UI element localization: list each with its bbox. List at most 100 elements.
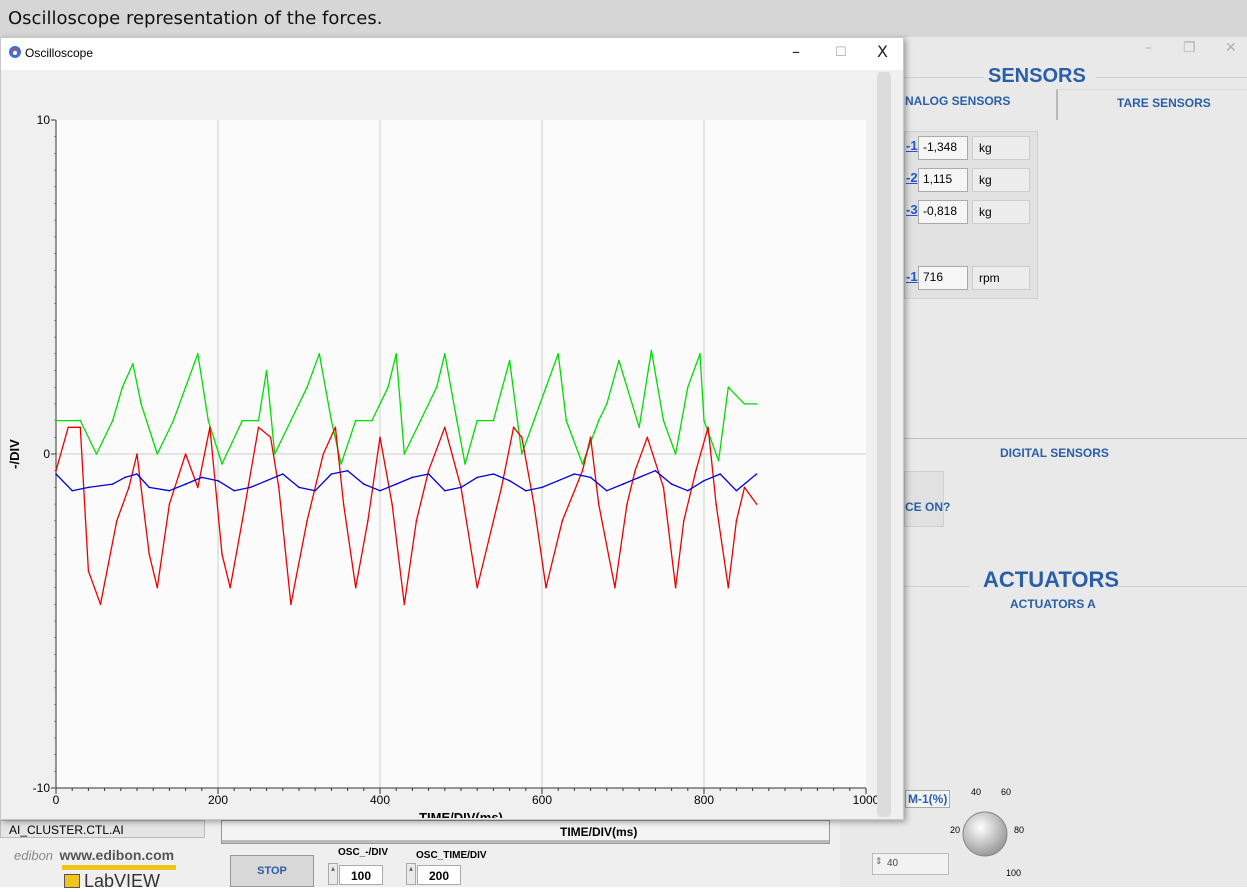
series-3-point xyxy=(148,486,150,489)
series-1-point xyxy=(371,419,373,422)
series-2-point xyxy=(646,436,649,439)
reading-1-value: -1,348 xyxy=(918,136,968,160)
series-1-point xyxy=(699,353,701,355)
bg-minimize-button[interactable]: – xyxy=(1145,40,1152,56)
sensors-divider-right xyxy=(1096,77,1247,78)
knob-body[interactable] xyxy=(962,811,1008,857)
series-1-point xyxy=(687,386,689,389)
series-3-point xyxy=(755,473,758,475)
digital-section-divider xyxy=(904,438,1247,439)
knob-value: 40 xyxy=(887,858,899,869)
reading-3-value: -0,818 xyxy=(918,200,968,224)
series-3-point xyxy=(298,486,300,489)
series-1-point xyxy=(533,419,535,422)
plot-grid xyxy=(56,120,866,788)
vertical-scrollbar[interactable] xyxy=(877,72,891,817)
series-3-point xyxy=(444,489,446,492)
series-3-point xyxy=(111,483,114,485)
sensors-divider-left xyxy=(904,77,984,78)
series-3-point xyxy=(703,479,705,482)
edibon-url[interactable]: www.edibon.com xyxy=(59,847,175,863)
oscilloscope-titlebar[interactable]: Oscilloscope – ☐ X xyxy=(1,38,903,70)
knob-tick-60: 60 xyxy=(1001,787,1011,797)
series-2-point xyxy=(156,586,159,589)
series-3-point xyxy=(136,473,138,475)
series-3-point xyxy=(476,476,479,479)
minimize-button[interactable]: – xyxy=(792,42,800,61)
series-2-point xyxy=(427,469,430,472)
series-2-point xyxy=(278,486,280,489)
series-3-point xyxy=(314,489,317,492)
tab-tare-sensors-box[interactable] xyxy=(1056,89,1247,120)
series-1-point xyxy=(265,369,268,372)
knob-tick-80: 80 xyxy=(1014,825,1024,835)
series-1-point xyxy=(464,463,466,465)
oscilloscope-window: Oscilloscope – ☐ X 0 200 400 600 800 1000 10 0-… xyxy=(0,37,904,820)
series-1-point xyxy=(79,419,82,422)
stop-button[interactable]: STOP xyxy=(230,855,314,887)
knob-value-control[interactable]: ⇕ 40 xyxy=(872,853,949,875)
knob-tick-100: 100 xyxy=(1006,868,1021,878)
reading-3-index: -3 xyxy=(906,202,918,217)
osc-time-spinner[interactable]: ▴ xyxy=(406,863,416,885)
series-2-point xyxy=(735,520,738,522)
series-1-point xyxy=(273,453,276,455)
series-1-point xyxy=(557,353,559,355)
series-3-point xyxy=(55,473,57,475)
series-2-point xyxy=(342,503,345,505)
series-2-point xyxy=(136,453,138,455)
actuators-divider-left xyxy=(904,586,969,587)
tab-analog-sensors[interactable]: NALOG SENSORS xyxy=(905,94,1011,108)
series-3-point xyxy=(573,473,576,475)
osc-time-input[interactable]: 200 xyxy=(417,865,461,885)
reading-4-value: 716 xyxy=(918,266,968,290)
series-2-point xyxy=(269,436,272,439)
series-1-point xyxy=(476,419,479,422)
series-2-point xyxy=(197,486,199,489)
bg-close-button[interactable]: ✕ xyxy=(1225,40,1237,56)
series-3-point xyxy=(265,479,268,482)
series-1-point xyxy=(662,419,665,422)
series-1-point xyxy=(727,386,730,389)
x-tick-label: 600 xyxy=(532,793,552,807)
series-3-point xyxy=(395,483,398,485)
pump-knob[interactable]: 0 20 40 60 80 100 xyxy=(940,777,1030,887)
series-2-point xyxy=(597,503,600,505)
x-tick-label: 1000 xyxy=(853,793,877,807)
series-2-point xyxy=(533,503,535,505)
tab-tare-sensors[interactable]: TARE SENSORS xyxy=(1117,96,1211,110)
series-1-point xyxy=(717,459,720,462)
series-2-point xyxy=(589,436,592,439)
series-2-point xyxy=(116,520,118,522)
series-1-point xyxy=(403,453,406,455)
series-1-point xyxy=(354,419,357,422)
series-1-point xyxy=(618,359,620,362)
time-div-bar-label: TIME/DIV(ms) xyxy=(560,825,638,839)
plot-series xyxy=(55,349,758,606)
bg-maximize-button[interactable]: ❐ xyxy=(1183,40,1196,56)
series-2-point xyxy=(403,603,406,606)
osc-div-spinner[interactable]: ▴ xyxy=(328,863,338,885)
series-2-point xyxy=(755,503,758,505)
close-button[interactable]: X xyxy=(877,42,888,61)
knob-spinner-icon[interactable]: ⇕ xyxy=(875,856,883,866)
series-3-point xyxy=(379,489,381,492)
edibon-logo: edibon www.edibon.com xyxy=(14,847,174,865)
series-2-point xyxy=(415,520,418,522)
series-2-point xyxy=(561,520,564,522)
series-1-point xyxy=(306,386,308,389)
osc-div-input[interactable]: 100 xyxy=(339,865,383,885)
series-1-point xyxy=(444,353,446,355)
series-1-point xyxy=(581,463,584,465)
maximize-button[interactable]: ☐ xyxy=(835,45,847,60)
series-3-point xyxy=(217,479,219,482)
sensors-title: SENSORS xyxy=(988,65,1086,87)
series-3-point xyxy=(168,489,171,492)
series-2-point xyxy=(322,453,325,455)
series-1-point xyxy=(172,419,175,422)
series-2-point xyxy=(634,469,636,472)
series-2-point xyxy=(379,436,381,439)
series-3-point xyxy=(184,483,187,485)
x-tick-label: 400 xyxy=(370,793,390,807)
series-1-point xyxy=(419,419,422,422)
